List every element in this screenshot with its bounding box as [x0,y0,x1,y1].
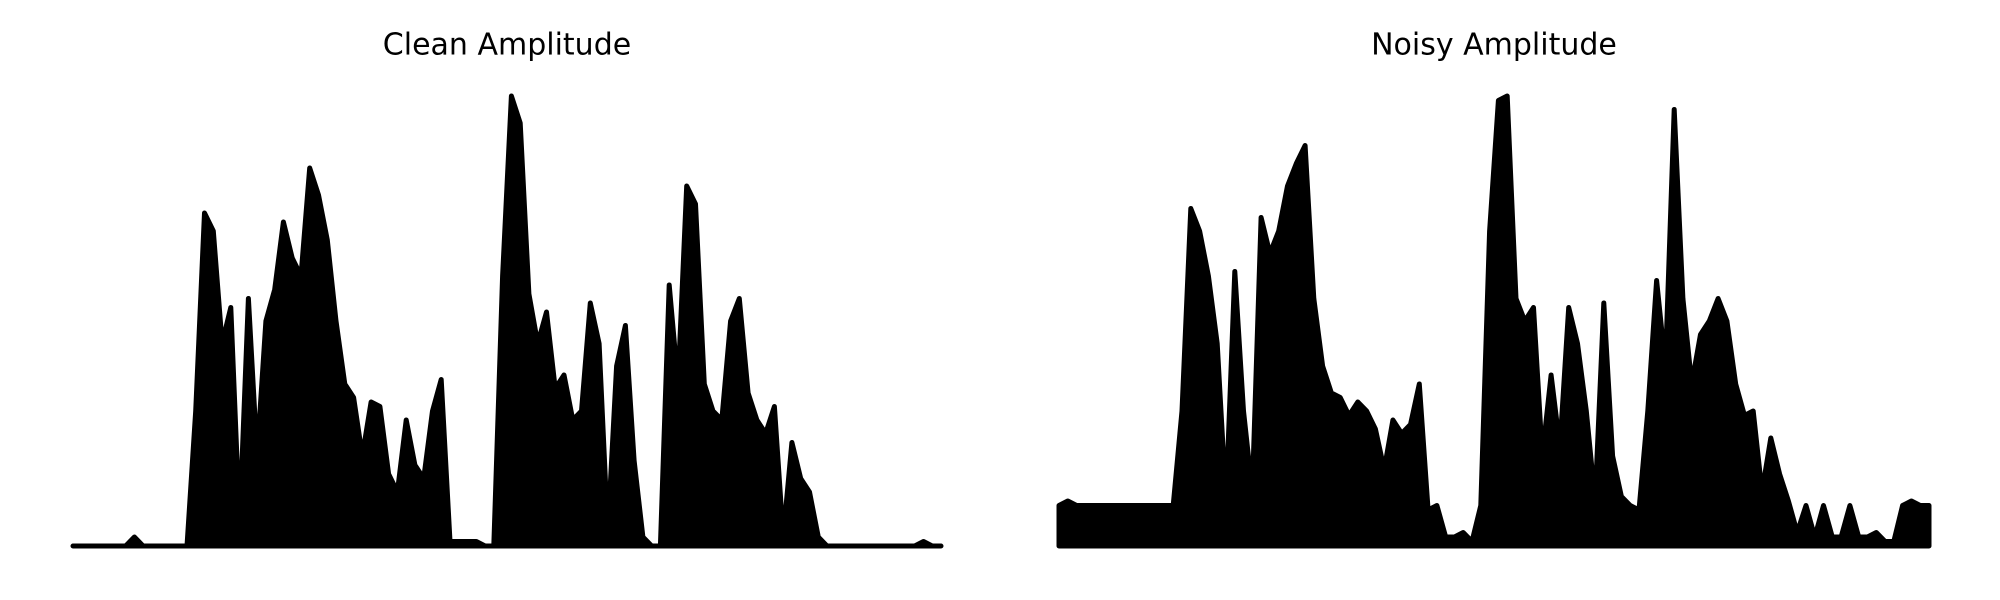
amplitude-area [70,93,944,549]
amplitude-area [1056,93,1932,549]
chart-title: Noisy Amplitude [1371,28,1617,63]
chart-title: Clean Amplitude [383,28,631,63]
